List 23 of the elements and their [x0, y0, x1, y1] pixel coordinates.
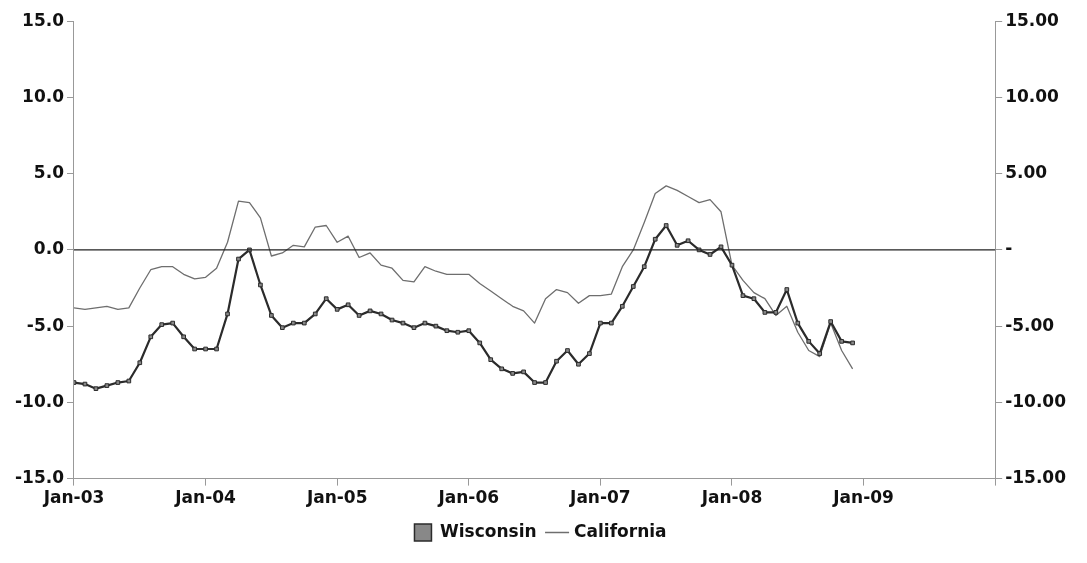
y-tick-label: 10.0 — [22, 85, 65, 106]
y2-tick-label: -15.00 — [1005, 467, 1067, 488]
y2-tick-label: -10.00 — [1005, 390, 1067, 411]
legend-label: California — [574, 520, 667, 541]
y-tick-label: 15.0 — [22, 9, 65, 30]
y-tick-label: -10.0 — [15, 390, 65, 411]
y2-tick-label: 10.00 — [1005, 85, 1060, 106]
y2-tick-label: -5.00 — [1005, 314, 1055, 335]
y2-tick-label: - — [1005, 238, 1013, 259]
y-tick-label: 0.0 — [33, 238, 65, 259]
y2-tick-label: 5.00 — [1005, 162, 1048, 183]
y-tick-label: 5.0 — [33, 162, 65, 183]
x-tick-label: Jan-08 — [700, 487, 763, 508]
y-tick-label: -5.0 — [26, 314, 65, 335]
x-tick-label: Jan-06 — [437, 487, 500, 508]
y-tick-label: -15.0 — [15, 467, 65, 488]
x-tick-label: Jan-03 — [42, 487, 105, 508]
x-tick-label: Jan-04 — [174, 487, 237, 508]
x-tick-label: Jan-07 — [569, 487, 631, 508]
y2-tick-label: 15.00 — [1005, 9, 1060, 30]
x-tick-label: Jan-05 — [305, 487, 368, 508]
x-tick-label: Jan-09 — [832, 487, 894, 508]
legend-label: Wisconsin — [439, 520, 537, 541]
